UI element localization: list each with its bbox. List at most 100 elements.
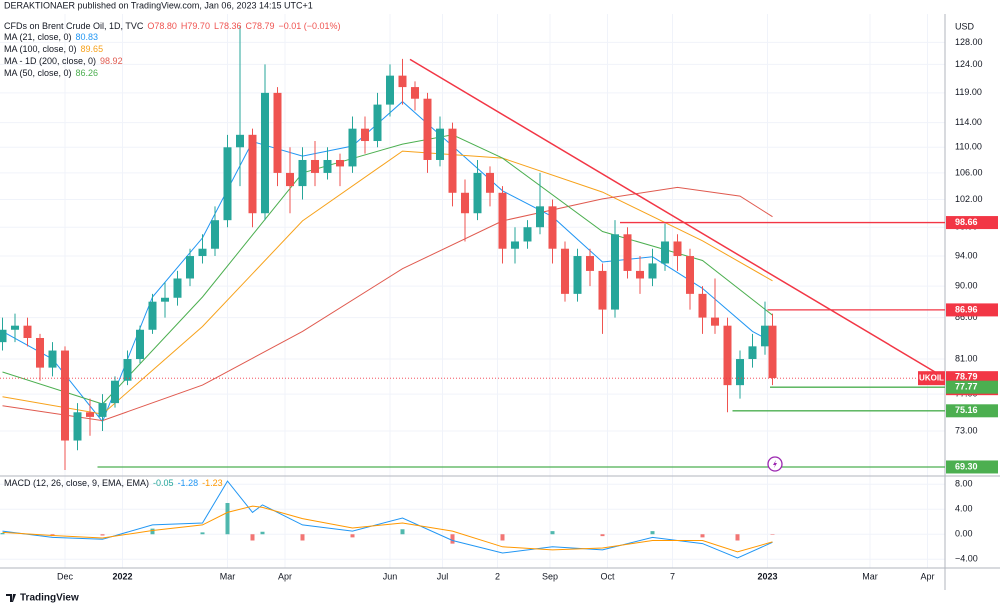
candle-body	[398, 75, 407, 88]
x-tick-label: Apr	[278, 571, 292, 581]
candle-body	[23, 325, 32, 338]
candle-body	[711, 317, 719, 326]
candle-body	[186, 256, 194, 279]
level-tag	[946, 216, 998, 230]
candle-body	[61, 350, 69, 441]
candle-body	[86, 412, 94, 417]
ma-legend: MA (100, close, 0) 89.65	[4, 44, 103, 54]
candle-body	[573, 256, 582, 294]
candle-body	[148, 301, 157, 330]
x-tick-label: Apr	[920, 571, 934, 581]
y-tick-label: 106.00	[955, 167, 983, 177]
ma-legend-value: 86.26	[76, 68, 99, 78]
candle-body	[236, 134, 244, 148]
histogram-bar	[770, 534, 775, 535]
candle-body	[598, 270, 607, 310]
candle-body	[223, 147, 232, 221]
candle-body	[511, 241, 519, 249]
ma-legend-value: 89.65	[81, 44, 104, 54]
histogram-bar	[600, 534, 605, 537]
level-tag	[946, 404, 998, 418]
candle-body	[136, 329, 144, 360]
y-tick-label: 94.00	[955, 250, 978, 260]
ma-legend-name: MA - 1D (200, close, 0)	[4, 56, 96, 66]
candle-body	[561, 248, 569, 294]
candle-body	[273, 92, 282, 173]
y-tick-label: 4.00	[955, 504, 973, 514]
x-tick-label: Mar	[862, 571, 878, 581]
macd-title: MACD (12, 26, close, 9, EMA, EMA)	[4, 478, 149, 488]
candle-body	[0, 329, 7, 343]
x-tick-label: 2022	[112, 571, 132, 581]
main-pane: 73.0077.0081.0086.0090.0094.0098.00102.0…	[0, 26, 998, 581]
candle-body	[473, 172, 482, 214]
ma-legend: MA (50, close, 0) 86.26	[4, 68, 98, 78]
histogram-bar	[300, 534, 305, 541]
event-icon	[767, 456, 783, 472]
histogram-bar	[550, 531, 555, 535]
y-tick-label: 81.00	[955, 353, 978, 363]
candle-body	[486, 172, 494, 193]
candle-body	[348, 128, 357, 167]
event-bolt	[773, 460, 777, 468]
macd-pane: 8.00 4.00 0.00 −4.00	[0, 479, 978, 564]
symbol-tag	[918, 371, 945, 386]
macd-line	[2, 505, 773, 553]
candle-body	[461, 192, 469, 214]
candle-body	[198, 248, 207, 257]
symbol-label: UKOIL	[919, 373, 944, 382]
candle-body	[673, 241, 682, 257]
level-tag	[946, 380, 998, 394]
histogram-bar	[400, 529, 405, 535]
macd-readout: -1.23	[202, 478, 223, 488]
y-tick-label: 86.00	[955, 312, 978, 322]
candle-body	[36, 337, 44, 368]
candle-body	[448, 128, 457, 193]
header: DERAKTIONAER published on TradingView.co…	[4, 0, 313, 10]
y-tick-label: −4.00	[955, 554, 978, 564]
histogram-bar	[650, 531, 655, 535]
y-tick-label: 102.00	[955, 194, 983, 204]
x-tick-label: 2	[495, 571, 500, 581]
ohlc-value: C78.79	[245, 21, 274, 31]
ohlc-value: H79.70	[181, 21, 210, 31]
candle-body	[623, 234, 632, 271]
trendline	[409, 58, 936, 373]
y-tick-label: 128.00	[955, 37, 983, 47]
y-tick-label: 114.00	[955, 117, 982, 127]
level-tag-label: 69.30	[955, 461, 978, 471]
candle-body	[298, 159, 307, 187]
ma-legend-value: 80.83	[76, 32, 99, 42]
tv-logo-mark	[6, 594, 16, 602]
x-tick-label: Dec	[57, 571, 74, 581]
candle-body	[698, 293, 707, 318]
histogram-bar	[250, 534, 255, 541]
ma-legend: MA (21, close, 0) 80.83	[4, 32, 98, 42]
ma-legend-name: MA (50, close, 0)	[4, 68, 72, 78]
candle-body	[111, 380, 119, 404]
histogram-bar	[260, 531, 265, 535]
candle-body	[611, 234, 619, 310]
candle-body	[411, 87, 419, 99]
currency-label: USD	[955, 21, 975, 31]
candle-body	[48, 350, 57, 368]
level-tag-label: 77.77	[955, 382, 978, 392]
macd-readout: -1.28	[178, 478, 199, 488]
candle-body	[261, 92, 269, 214]
y-tick-label: 0.00	[955, 529, 973, 539]
x-tick-label: Sep	[542, 571, 558, 581]
ma-legend-value: 98.92	[100, 56, 123, 66]
candle-body	[161, 297, 169, 302]
histogram-bar	[0, 533, 5, 535]
candle-body	[536, 206, 544, 228]
candle-body	[498, 192, 507, 249]
y-tick-label: 8.00	[955, 479, 973, 489]
x-tick-label: Oct	[600, 571, 615, 581]
candle-body	[98, 403, 107, 417]
candle-body	[586, 256, 594, 271]
x-tick-label: 7	[670, 571, 675, 581]
y-tick-label: 73.00	[955, 425, 978, 435]
x-tick-label: Mar	[220, 571, 236, 581]
